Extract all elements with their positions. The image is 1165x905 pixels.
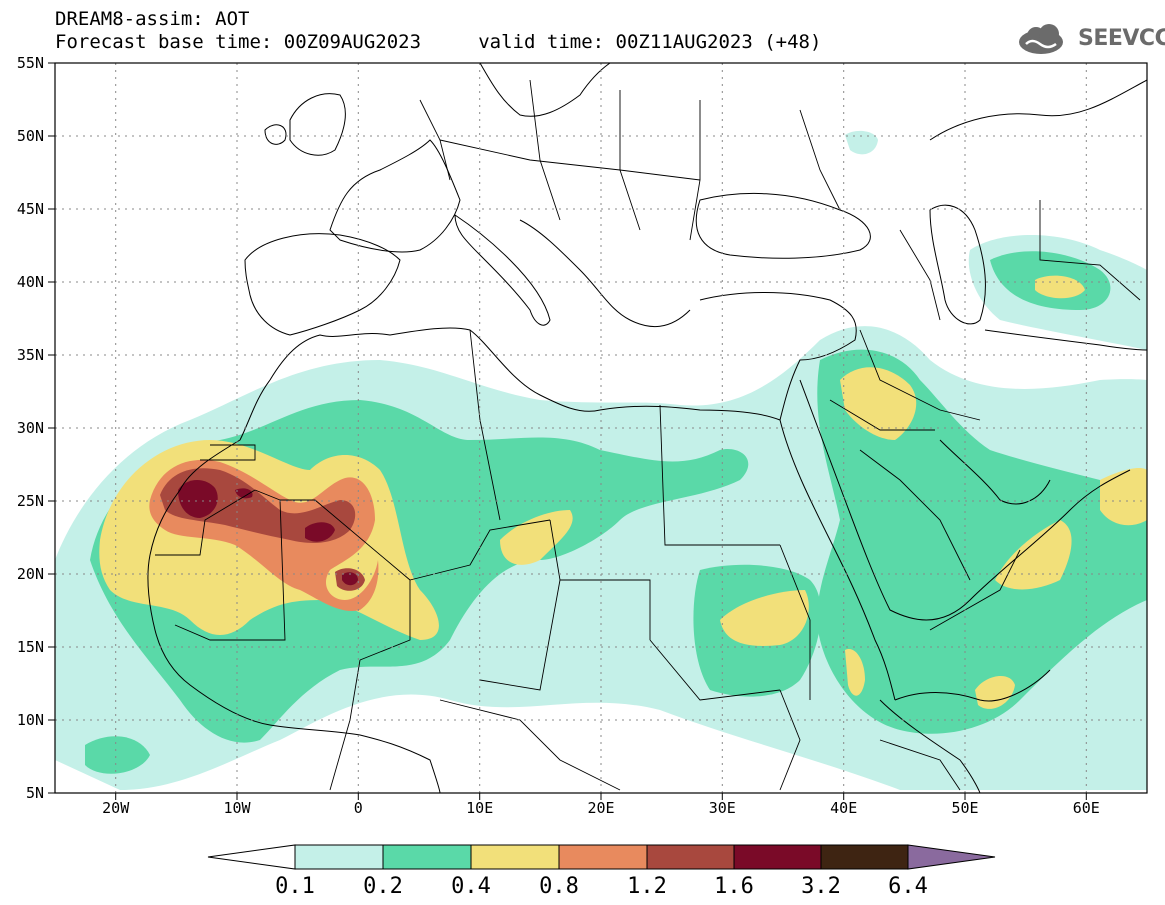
- cloud-icon: [1019, 24, 1063, 54]
- lon-label: 20E: [587, 799, 614, 817]
- colorbar-seg-2: [382, 844, 472, 870]
- colorbar-min-arrow: [207, 844, 296, 870]
- lat-label: 20N: [17, 565, 44, 583]
- lon-label: 10E: [466, 799, 493, 817]
- lon-label: 60E: [1073, 799, 1100, 817]
- lat-label: 50N: [17, 127, 44, 145]
- colorbar-label: 3.2: [801, 874, 841, 899]
- colorbar-label: 0.8: [539, 874, 579, 899]
- lon-labels: 20W 10W 0 10E 20E 30E 40E 50E 60E: [102, 799, 1100, 817]
- lat-label: 55N: [17, 54, 44, 72]
- borders: [155, 79, 1141, 791]
- colorbar-labels: 0.1 0.2 0.4 0.8 1.2 1.6 3.2 6.4: [275, 874, 928, 899]
- lon-label: 40E: [830, 799, 857, 817]
- lon-label: 30E: [709, 799, 736, 817]
- colorbar-seg-5: [646, 844, 735, 870]
- lat-label: 40N: [17, 273, 44, 291]
- lat-labels: 55N 50N 45N 40N 35N 30N 25N 20N 15N 10N …: [17, 54, 44, 802]
- lon-label: 20W: [102, 799, 130, 817]
- colorbar-max-arrow: [907, 844, 996, 870]
- colorbar-seg-1: [294, 844, 384, 870]
- logo-text: SEEVCCC: [1078, 26, 1165, 51]
- coastlines: [147, 63, 1147, 793]
- colorbar-seg-3: [470, 844, 560, 870]
- colorbar: [207, 844, 996, 870]
- colorbar-label: 6.4: [888, 874, 928, 899]
- lat-label: 10N: [17, 711, 44, 729]
- colorbar-label: 1.6: [714, 874, 754, 899]
- title-line-1: DREAM8-assim: AOT: [55, 8, 250, 30]
- lon-label: 10W: [223, 799, 251, 817]
- lat-label: 25N: [17, 492, 44, 510]
- lat-label: 45N: [17, 200, 44, 218]
- colorbar-seg-6: [733, 844, 822, 870]
- lon-label: 50E: [951, 799, 978, 817]
- lat-label: 15N: [17, 638, 44, 656]
- lat-label: 35N: [17, 346, 44, 364]
- lat-label: 5N: [26, 784, 44, 802]
- colorbar-label: 0.2: [363, 874, 403, 899]
- aot-band-1.6: [178, 479, 218, 518]
- title-line-2: Forecast base time: 00Z09AUG2023 valid t…: [55, 31, 822, 53]
- colorbar-label: 1.2: [627, 874, 667, 899]
- colorbar-label: 0.1: [275, 874, 315, 899]
- lon-label: 0: [354, 799, 363, 817]
- colorbar-seg-4: [558, 844, 648, 870]
- grid: [55, 63, 1147, 793]
- aot-field: [55, 130, 1147, 790]
- colorbar-label: 0.4: [451, 874, 491, 899]
- lat-label: 30N: [17, 419, 44, 437]
- colorbar-seg-7: [820, 844, 909, 870]
